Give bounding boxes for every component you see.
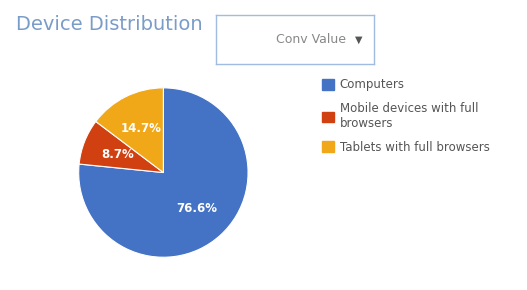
Text: 8.7%: 8.7% bbox=[101, 148, 134, 161]
Wedge shape bbox=[79, 122, 163, 173]
Text: 14.7%: 14.7% bbox=[121, 122, 162, 135]
Wedge shape bbox=[79, 88, 248, 257]
Text: ▼: ▼ bbox=[355, 35, 362, 45]
Legend: Computers, Mobile devices with full
browsers, Tablets with full browsers: Computers, Mobile devices with full brow… bbox=[322, 78, 490, 154]
Text: 76.6%: 76.6% bbox=[176, 202, 217, 215]
Wedge shape bbox=[96, 88, 163, 173]
Text: Device Distribution: Device Distribution bbox=[16, 14, 202, 34]
Text: Conv Value: Conv Value bbox=[276, 33, 346, 46]
